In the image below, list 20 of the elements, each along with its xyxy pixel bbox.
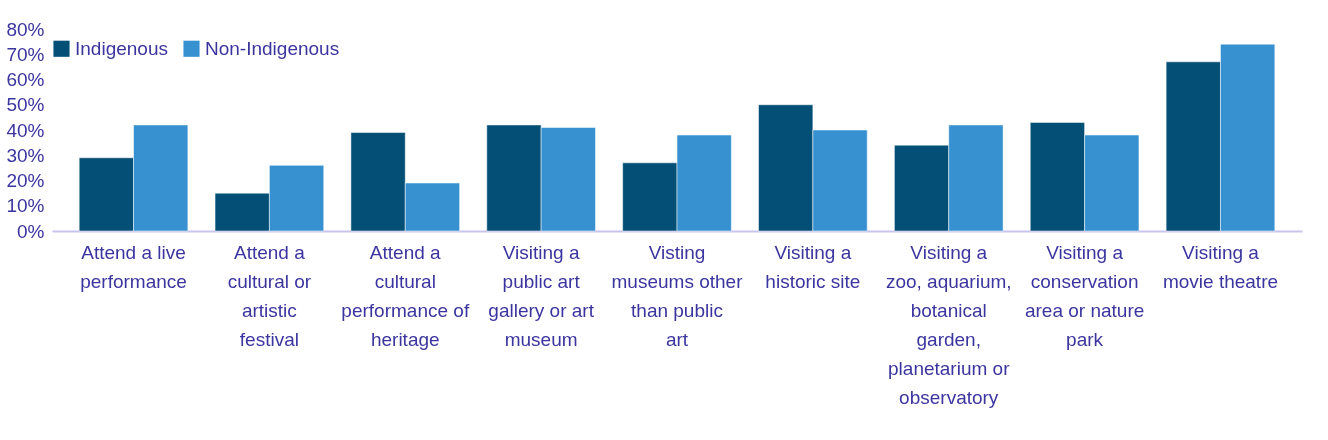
y-tick-label: 40% bbox=[6, 119, 45, 141]
x-tick-label: Visiting a historic site bbox=[765, 241, 861, 292]
y-tick-label: 60% bbox=[6, 69, 45, 90]
x-tick-label: Visiting a conservation area or nature park bbox=[1024, 241, 1145, 350]
y-tick-label: 10% bbox=[6, 195, 45, 217]
y-tick-label: 20% bbox=[6, 170, 45, 191]
x-tick-label: Attend a cultural or artistic festival bbox=[227, 241, 312, 350]
y-tick-label: 70% bbox=[6, 43, 45, 65]
x-tick-label: Visiting a movie theatre bbox=[1162, 241, 1279, 292]
x-tick-label: Visiting a public art gallery or art museum bbox=[488, 241, 595, 350]
legend-label: Non-Indigenous bbox=[205, 37, 340, 59]
legend-label: Indigenous bbox=[75, 37, 168, 59]
x-tick-label: Visiting a zoo, aquarium, botanical garden, planetarium or observatory bbox=[885, 241, 1012, 408]
y-tick-label: 50% bbox=[6, 94, 45, 116]
x-tick-label: Visting museums other than public art bbox=[611, 241, 744, 350]
y-tick-label: 0% bbox=[17, 220, 45, 242]
x-tick-label: Attend a live performance bbox=[80, 241, 187, 292]
y-tick-label: 80% bbox=[6, 18, 45, 40]
x-tick-label: Attend a cultural performance of heritage bbox=[341, 241, 470, 350]
y-tick-label: 30% bbox=[6, 144, 45, 166]
